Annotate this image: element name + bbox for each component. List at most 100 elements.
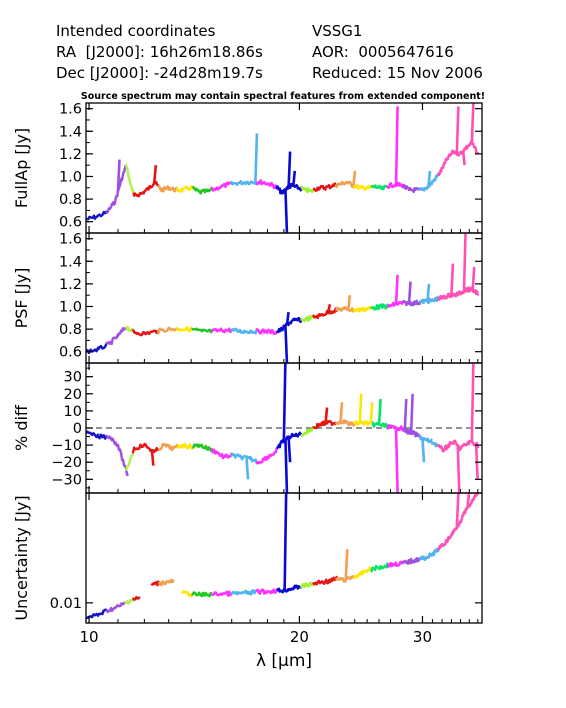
panel-psf: 0.6 0.8 1.0 1.2 1.4 1.6 PSF [Jy] [12, 232, 483, 364]
uncertainty-line-segment [188, 593, 193, 598]
uncertainty-spike [283, 493, 288, 591]
fullap-line-segment [128, 178, 132, 183]
psf-ytick-label: 1.6 [59, 232, 82, 248]
psf-spike [347, 295, 352, 310]
psf-spike [327, 303, 332, 313]
fullap-ylabel: FullAp [Jy] [12, 128, 31, 208]
pctdiff-spike [369, 402, 374, 425]
psf-spike [407, 281, 412, 304]
fullap-spike [455, 106, 460, 153]
fullap-series [86, 103, 479, 233]
header-reduced-date: Reduced: 15 Nov 2006 [312, 64, 483, 82]
psf-spike [426, 283, 431, 301]
psf-ytick-label: 1.0 [59, 299, 82, 315]
fullap-spike [153, 165, 158, 183]
pctdiff-line-segment [295, 434, 300, 438]
psf-line-segment [463, 289, 467, 293]
x-axis-label: λ [μm] [256, 651, 312, 671]
uncertainty-line-segment [412, 560, 416, 564]
pctdiff-ylabel: % diff [12, 404, 31, 451]
pctdiff-spike [284, 439, 289, 493]
header-target-name: VSSG1 [312, 22, 363, 40]
uncertainty-line-segment [475, 493, 479, 496]
pctdiff-ytick-label: 10 [64, 404, 82, 420]
fullap-spike [394, 106, 399, 185]
psf-line-segment [475, 290, 479, 296]
panel-fullap: 0.6 0.8 1.0 1.2 1.4 1.6 FullAp [Jy] [12, 102, 483, 234]
fullap-line-segment [387, 185, 391, 190]
pctdiff-spike [339, 402, 344, 422]
psf-series [86, 233, 479, 363]
fullap-line-segment [112, 201, 117, 206]
xtick-label: 10 [80, 628, 99, 646]
pctdiff-spike [324, 407, 329, 424]
pctdiff-ytick-label: −10 [51, 438, 82, 454]
pctdiff-spike [456, 446, 461, 493]
psf-ytick-label: 1.4 [59, 254, 82, 270]
pctdiff-spike [403, 398, 408, 431]
psf-frame [85, 232, 483, 364]
psf-ytick-label: 0.8 [59, 322, 82, 338]
psf-spike [394, 274, 399, 305]
xtick-label: 20 [290, 628, 309, 646]
fullap-spike [470, 103, 475, 143]
pctdiff-line-segment [341, 421, 345, 425]
header-dec: Dec [J2000]: -24d28m19.7s [56, 64, 263, 82]
pctdiff-spike [394, 427, 399, 493]
header-aor: AOR: 0005647616 [312, 43, 454, 61]
pctdiff-spike [421, 438, 426, 463]
fullap-spike [254, 133, 259, 183]
pctdiff-series [86, 363, 479, 493]
extended-component-warning: Source spectrum may contain spectral fea… [80, 91, 486, 102]
pctdiff-ytick-label: −30 [51, 472, 82, 488]
fullap-ytick-label: 1.4 [59, 124, 82, 140]
psf-spike [284, 326, 289, 363]
xtick-label: 30 [413, 628, 432, 646]
pctdiff-spike [287, 437, 292, 463]
pctdiff-ytick-label: 0 [73, 421, 82, 437]
fullap-spike [284, 189, 289, 233]
pctdiff-spike [150, 450, 155, 466]
psf-spike [450, 263, 455, 296]
pctdiff-line-segment [247, 455, 252, 459]
uncertainty-spike [285, 588, 290, 593]
pctdiff-spike [377, 398, 382, 425]
uncertainty-spike [455, 493, 460, 527]
pctdiff-spike [470, 363, 475, 443]
pctdiff-spike [124, 470, 129, 477]
fullap-spike [287, 151, 292, 188]
pctdiff-spike [245, 458, 250, 480]
uncertainty-ytick-label: 0.01 [50, 596, 82, 612]
fullap-spike [116, 159, 121, 192]
pctdiff-spike [358, 393, 363, 423]
psf-spike [285, 311, 290, 326]
fullap-spike [352, 170, 357, 186]
fullap-spike [427, 170, 432, 187]
psf-ylabel: PSF [Jy] [12, 268, 31, 329]
uncertainty-series [86, 493, 479, 620]
uncertainty-ylabel: Uncertainty [Jy] [12, 495, 31, 620]
header-ra: RA [J2000]: 16h26m18.86s [56, 43, 263, 61]
header-coord-title: Intended coordinates [56, 22, 216, 40]
fullap-line-segment [253, 182, 257, 186]
pctdiff-ytick-label: 20 [64, 387, 82, 403]
pctdiff-ytick-label: 30 [64, 370, 82, 386]
uncertainty-spike [344, 549, 349, 580]
uncertainty-line-segment [171, 579, 175, 584]
psf-spike [462, 233, 467, 291]
fullap-ytick-label: 1.6 [59, 102, 82, 118]
fullap-spike [291, 170, 297, 187]
uncertainty-line-segment [137, 596, 141, 600]
psf-ytick-label: 1.2 [59, 277, 82, 293]
fullap-ytick-label: 1.0 [59, 169, 82, 185]
panel-uncertainty: 0.01 Uncertainty [Jy] [12, 492, 483, 624]
pctdiff-ytick-label: −20 [51, 455, 82, 471]
uncertainty-spike [466, 493, 471, 509]
fullap-ytick-label: 0.8 [59, 192, 82, 208]
psf-line-segment [379, 303, 383, 307]
fullap-ytick-label: 0.6 [59, 215, 82, 231]
pctdiff-spike [282, 363, 287, 441]
psf-line-segment [265, 330, 269, 335]
pctdiff-spike [409, 393, 414, 433]
